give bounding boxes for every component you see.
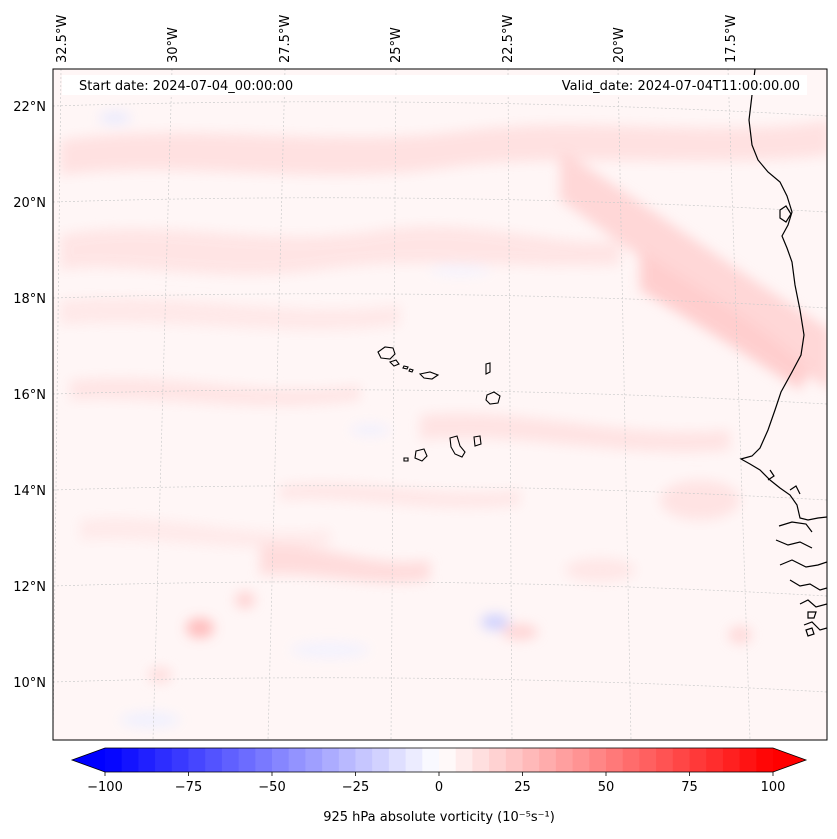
lon-label: 32.5°W xyxy=(55,15,70,63)
colorbar-max-extend-arrow xyxy=(773,748,806,772)
colorbar-tick-label: −50 xyxy=(258,780,285,795)
colorbar-tick-label: 25 xyxy=(514,780,531,795)
lon-label: 17.5°W xyxy=(724,15,739,63)
lat-label: 10°N xyxy=(13,676,46,691)
latitude-labels: 22°N 20°N 18°N 16°N 14°N 12°N 10°N xyxy=(13,100,46,691)
colorbar-tick-label: 75 xyxy=(681,780,698,795)
colorbar-cell xyxy=(322,748,340,772)
island-sal xyxy=(485,362,491,375)
colorbar-cell xyxy=(355,748,373,772)
vorticity-field xyxy=(53,69,827,740)
island-boa-vista xyxy=(485,391,501,405)
colorbar-cell xyxy=(505,748,524,772)
colorbar-cell xyxy=(656,748,674,772)
colorbar-cell xyxy=(439,748,457,772)
lat-label: 12°N xyxy=(13,580,46,595)
colorbar-cell xyxy=(572,748,590,772)
colorbar-cell xyxy=(706,748,724,772)
colorbar-cell xyxy=(305,748,323,772)
island-sao-vicente xyxy=(388,359,400,367)
colorbar-cell xyxy=(338,748,357,772)
colorbar-label: 925 hPa absolute vorticity (10⁻⁵s⁻¹) xyxy=(323,810,555,825)
colorbar-cell xyxy=(238,748,256,772)
west-africa-coastline xyxy=(739,69,827,637)
lon-label: 27.5°W xyxy=(278,15,293,63)
colorbar-cell xyxy=(455,748,473,772)
start-date: Start date: 2024-07-04_00:00:00 xyxy=(79,79,293,94)
colorbar-cells xyxy=(105,748,774,772)
island-fogo xyxy=(414,448,428,462)
map-panel: Start date: 2024-07-04_00:00:00 Valid_da… xyxy=(52,68,828,741)
colorbar-cell xyxy=(689,748,707,772)
colorbar-cell xyxy=(606,748,624,772)
colorbar-cell xyxy=(188,748,206,772)
lat-label: 22°N xyxy=(13,100,46,115)
island-brava xyxy=(403,457,409,462)
header-strip xyxy=(62,75,807,95)
colorbar-cell xyxy=(121,748,139,772)
colorbar-cell xyxy=(405,748,423,772)
colorbar-cell xyxy=(422,748,440,772)
colorbar-cell xyxy=(522,748,540,772)
colorbar-cell xyxy=(489,748,507,772)
colorbar-ticks: −100 −75 −50 −25 0 25 50 75 100 xyxy=(87,772,785,795)
island-santa-luzia xyxy=(402,365,409,370)
colorbar-tick-label: 0 xyxy=(435,780,443,795)
colorbar-cell xyxy=(472,748,490,772)
lat-label: 20°N xyxy=(13,196,46,211)
cape-verde-islands xyxy=(377,346,501,462)
lon-label: 25°W xyxy=(389,27,404,63)
colorbar-cell xyxy=(722,748,741,772)
colorbar-cell xyxy=(622,748,640,772)
colorbar-tick-label: −100 xyxy=(87,780,123,795)
colorbar-cell xyxy=(171,748,190,772)
lon-label: 30°W xyxy=(166,27,181,63)
colorbar-min-extend-arrow xyxy=(72,748,105,772)
colorbar-cell xyxy=(388,748,407,772)
colorbar-cell xyxy=(138,748,156,772)
colorbar-cell xyxy=(155,748,173,772)
colorbar-tick-label: 50 xyxy=(598,780,615,795)
island-santo-antao xyxy=(377,346,396,360)
lat-label: 14°N xyxy=(13,484,46,499)
colorbar-tick-label: −75 xyxy=(175,780,202,795)
lat-label: 18°N xyxy=(13,292,46,307)
colorbar-cell xyxy=(739,748,757,772)
map-frame xyxy=(52,68,828,741)
colorbar-cell xyxy=(288,748,306,772)
map-background xyxy=(53,69,827,740)
island-maio xyxy=(473,435,482,447)
valid-date: Valid_date: 2024-07-04T11:00:00.00 xyxy=(562,79,800,94)
colorbar-cell xyxy=(672,748,691,772)
colorbar-cell xyxy=(589,748,607,772)
lon-label: 20°W xyxy=(612,27,627,63)
colorbar-cell xyxy=(539,748,557,772)
island-santiago xyxy=(449,435,466,458)
colorbar-cell xyxy=(272,748,290,772)
colorbar-cell xyxy=(105,748,123,772)
colorbar-cell xyxy=(221,748,240,772)
colorbar-cell xyxy=(255,748,273,772)
longitude-labels: 32.5°W 30°W 27.5°W 25°W 22.5°W 20°W 17.5… xyxy=(55,15,739,63)
lat-label: 16°N xyxy=(13,388,46,403)
colorbar-cell xyxy=(639,748,657,772)
lon-label: 22.5°W xyxy=(501,15,516,63)
colorbar: −100 −75 −50 −25 0 25 50 75 100 925 hPa absolute… xyxy=(70,747,808,825)
colorbar-tick-label: 100 xyxy=(761,780,786,795)
colorbar-tick-label: −25 xyxy=(342,780,369,795)
island-ilheu xyxy=(408,368,414,373)
colorbar-cell xyxy=(372,748,390,772)
colorbar-cell xyxy=(555,748,574,772)
colorbar-cell xyxy=(205,748,223,772)
colorbar-cell xyxy=(756,748,774,772)
island-sao-nicolau xyxy=(418,371,440,380)
